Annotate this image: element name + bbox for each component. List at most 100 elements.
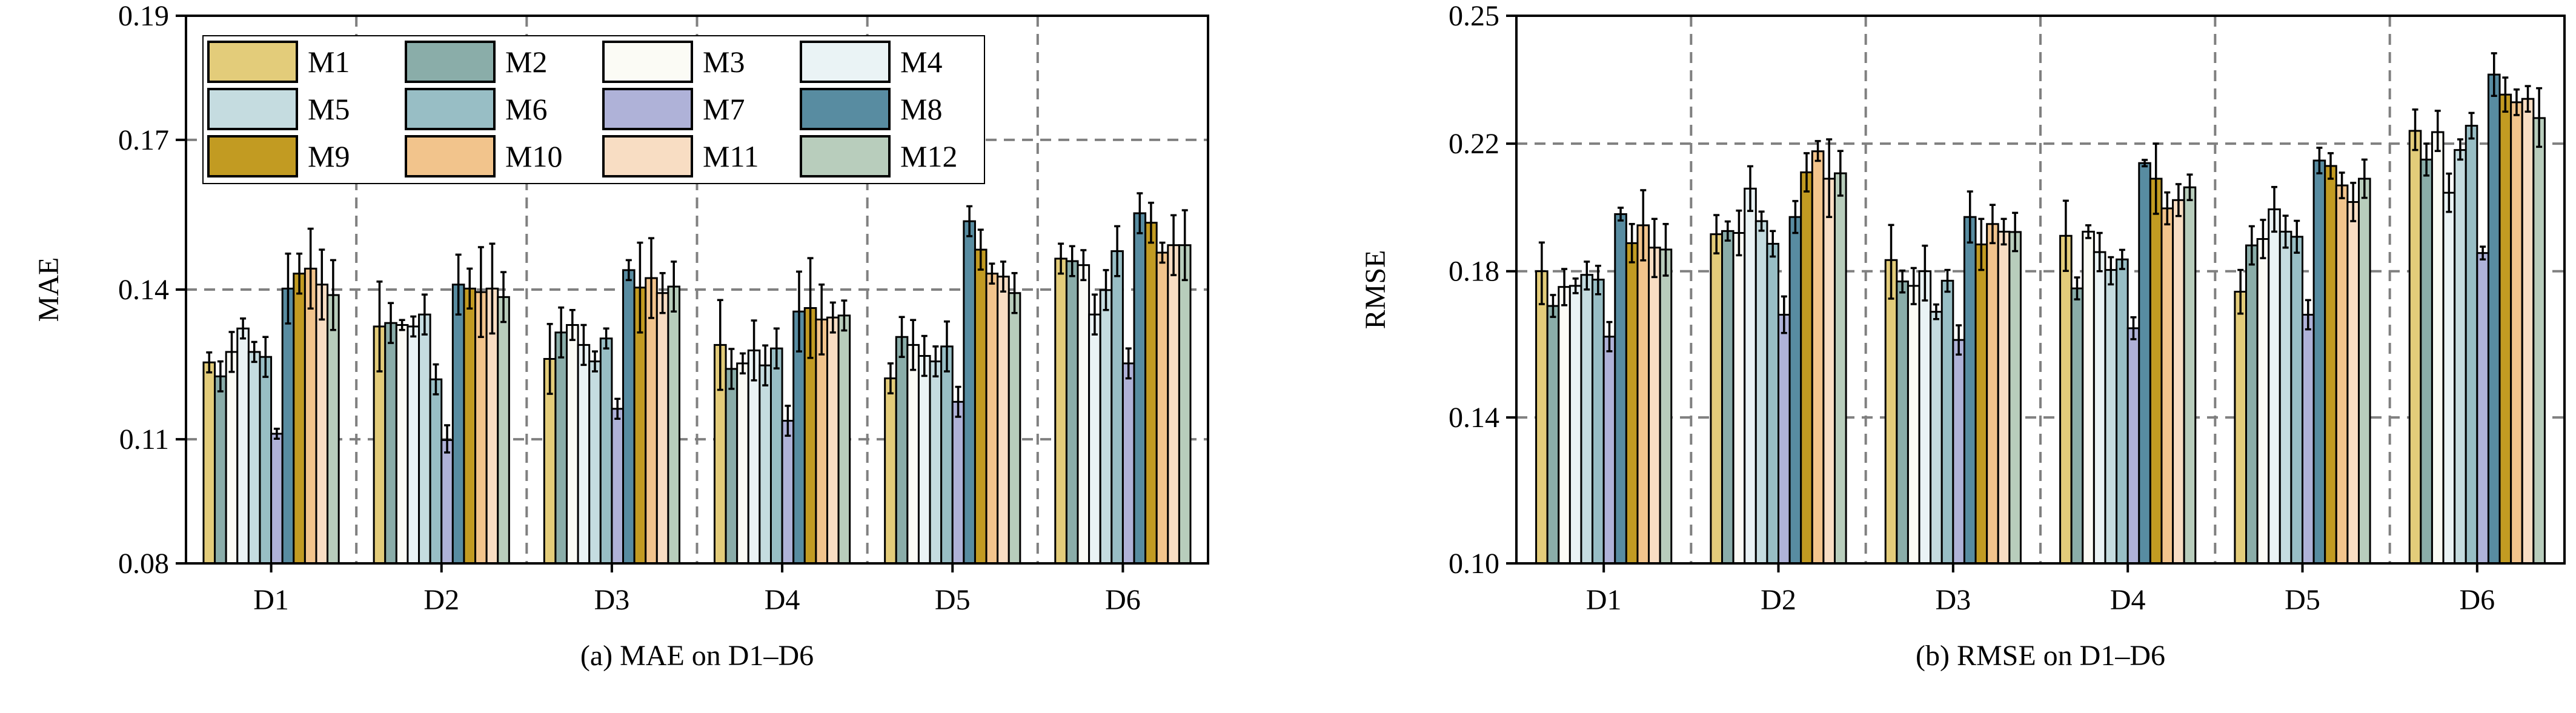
bar-M1-D2 [1710, 233, 1723, 565]
bar-M7-D4 [781, 420, 795, 565]
bar-M4-D5 [2268, 208, 2281, 565]
bar-M12-D1 [327, 294, 340, 565]
bar-M11-D2 [1822, 177, 1836, 565]
legend-label-M2: M2 [505, 45, 547, 79]
bar-M4-D4 [2093, 251, 2106, 565]
x-tick-label: D2 [423, 584, 459, 616]
bar-M12-D3 [667, 285, 681, 565]
bar-M6-D3 [599, 337, 613, 565]
bar-M11-D6 [2521, 98, 2535, 565]
bar-M5-D3 [588, 360, 602, 565]
bar-M7-D2 [1778, 314, 1791, 565]
chart-caption: (b) RMSE on D1–D6 [1916, 640, 2165, 672]
bar-M11-D4 [826, 316, 840, 565]
bar-M11-D4 [2172, 199, 2185, 565]
bar-M11-D3 [1997, 230, 2011, 565]
bar-M12-D6 [2532, 117, 2546, 565]
bar-M12-D6 [1178, 244, 1192, 565]
mae-chart: 0.08 0.11 0.14 0.17 0.19 D1 D2 D3 D4 D5 D6 MAE (a) M… [33, 0, 1209, 672]
legend-swatch-M10 [405, 135, 496, 177]
bar-M9-D5 [974, 248, 988, 565]
bar-M1-D1 [202, 361, 216, 565]
bar-M12-D3 [2008, 231, 2022, 565]
bar-M8-D2 [451, 284, 465, 565]
bar-M6-D4 [2116, 258, 2129, 565]
bar-M7-D1 [1602, 336, 1616, 565]
bar-M4-D4 [747, 349, 761, 565]
bar-M3-D1 [1558, 286, 1571, 565]
bar-M4-D2 [407, 325, 420, 565]
bar-M9-D2 [463, 287, 477, 565]
bar-M2-D6 [1065, 260, 1079, 565]
bar-M9-D1 [293, 273, 306, 565]
bar-M12-D4 [2183, 186, 2197, 565]
bar-M7-D6 [1121, 362, 1135, 565]
bar-M10-D1 [1636, 224, 1650, 565]
bar-M7-D3 [611, 408, 625, 565]
bar-M5-D2 [418, 313, 431, 565]
bar-M1-D3 [1884, 259, 1898, 565]
bar-M4-D6 [1088, 313, 1101, 565]
bar-M2-D1 [214, 375, 227, 565]
legend-label-M9: M9 [308, 139, 350, 173]
bar-M2-D2 [1721, 230, 1734, 565]
bar-M4-D5 [917, 355, 931, 565]
bar-M4-D1 [236, 327, 250, 565]
bar-M5-D6 [2454, 149, 2467, 565]
bar-M2-D2 [384, 322, 397, 565]
bar-M6-D6 [1110, 250, 1124, 565]
bar-M9-D6 [1144, 222, 1158, 565]
legend-label-M8: M8 [900, 92, 942, 126]
bar-M3-D2 [1732, 232, 1746, 565]
bar-M10-D5 [2335, 184, 2349, 565]
bar-M10-D6 [2510, 101, 2523, 565]
bar-M2-D4 [2070, 287, 2084, 565]
legend-label-M3: M3 [703, 45, 745, 79]
y-tick-label: 0.14 [1449, 402, 1499, 434]
legend-label-M7: M7 [703, 92, 745, 126]
bar-M4-D2 [1744, 187, 1757, 565]
y-tick-label: 0.22 [1449, 128, 1499, 160]
bar-M11-D1 [315, 284, 329, 565]
y-tick-label: 0.14 [118, 274, 169, 306]
bar-M5-D1 [247, 351, 261, 565]
bar-M5-D5 [929, 360, 943, 565]
legend-swatch-M4 [800, 41, 891, 83]
x-tick-label: D4 [765, 584, 800, 616]
bar-M3-D3 [566, 323, 579, 565]
y-tick-label: 0.19 [118, 0, 169, 32]
bar-M7-D3 [1952, 339, 1965, 565]
bar-M9-D2 [1800, 171, 1813, 565]
bar-M5-D2 [1754, 220, 1768, 565]
bar-M4-D6 [2442, 191, 2456, 565]
bar-M3-D4 [736, 362, 749, 565]
bar-M3-D4 [2082, 230, 2095, 565]
bar-M7-D1 [270, 433, 284, 565]
legend-swatch-M5 [207, 88, 298, 130]
bar-M1-D1 [1535, 270, 1549, 565]
bar-M2-D4 [725, 368, 739, 565]
bar-M8-D5 [2312, 159, 2326, 565]
bar-M7-D5 [2302, 314, 2315, 565]
legend-swatch-M6 [405, 88, 496, 130]
x-tick-label: D4 [2110, 584, 2146, 616]
legend-swatch-M2 [405, 41, 496, 83]
bar-M3-D6 [1077, 264, 1090, 565]
rmse-chart: 0.10 0.14 0.18 0.22 0.25 D1 D2 D3 D4 D5 D6 RMSE (b) … [1359, 0, 2566, 672]
bar-M5-D1 [1580, 274, 1594, 565]
plot-frame [1515, 15, 2566, 565]
legend-swatch-M12 [800, 135, 891, 177]
bar-M4-D3 [1918, 270, 1932, 565]
legend-swatch-M9 [207, 135, 298, 177]
bar-M6-D2 [429, 378, 443, 565]
legend-label-M5: M5 [308, 92, 350, 126]
x-tick-label: D2 [1761, 584, 1796, 616]
y-tick-label: 0.18 [1449, 256, 1499, 288]
y-tick-label: 0.08 [118, 548, 169, 580]
x-tick-label: D3 [1935, 584, 1971, 616]
bar-M6-D1 [259, 356, 273, 565]
legend-label-M6: M6 [505, 92, 547, 126]
bar-M10-D5 [985, 273, 999, 565]
bar-M9-D5 [2324, 165, 2337, 565]
y-tick-label: 0.17 [118, 124, 169, 156]
